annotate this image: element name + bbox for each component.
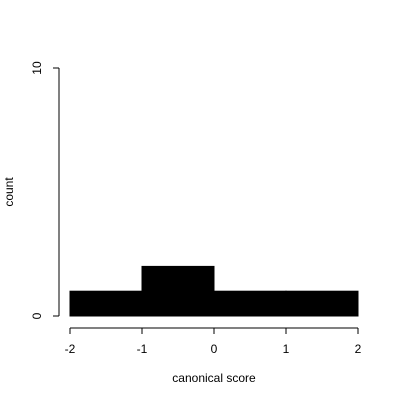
histogram-bar-2: [213, 290, 287, 317]
histogram-bar-0: [69, 290, 143, 317]
histogram-bar-1: [141, 265, 215, 317]
y-tick-label-0: 0: [30, 312, 44, 319]
y-tick-label-1: 10: [30, 61, 44, 75]
x-axis: -2 -1 0 1 2: [65, 327, 362, 356]
x-axis-title: canonical score: [172, 371, 256, 385]
y-axis-title: count: [2, 177, 16, 207]
x-tick-label-0: -2: [65, 342, 76, 356]
x-tick-label-3: 1: [283, 342, 290, 356]
x-tick-label-1: -1: [137, 342, 148, 356]
histogram-bar-3: [285, 290, 359, 317]
y-axis: 0 10: [30, 61, 60, 319]
x-tick-label-2: 0: [211, 342, 218, 356]
x-tick-label-4: 2: [355, 342, 362, 356]
bars-layer: [69, 265, 359, 317]
